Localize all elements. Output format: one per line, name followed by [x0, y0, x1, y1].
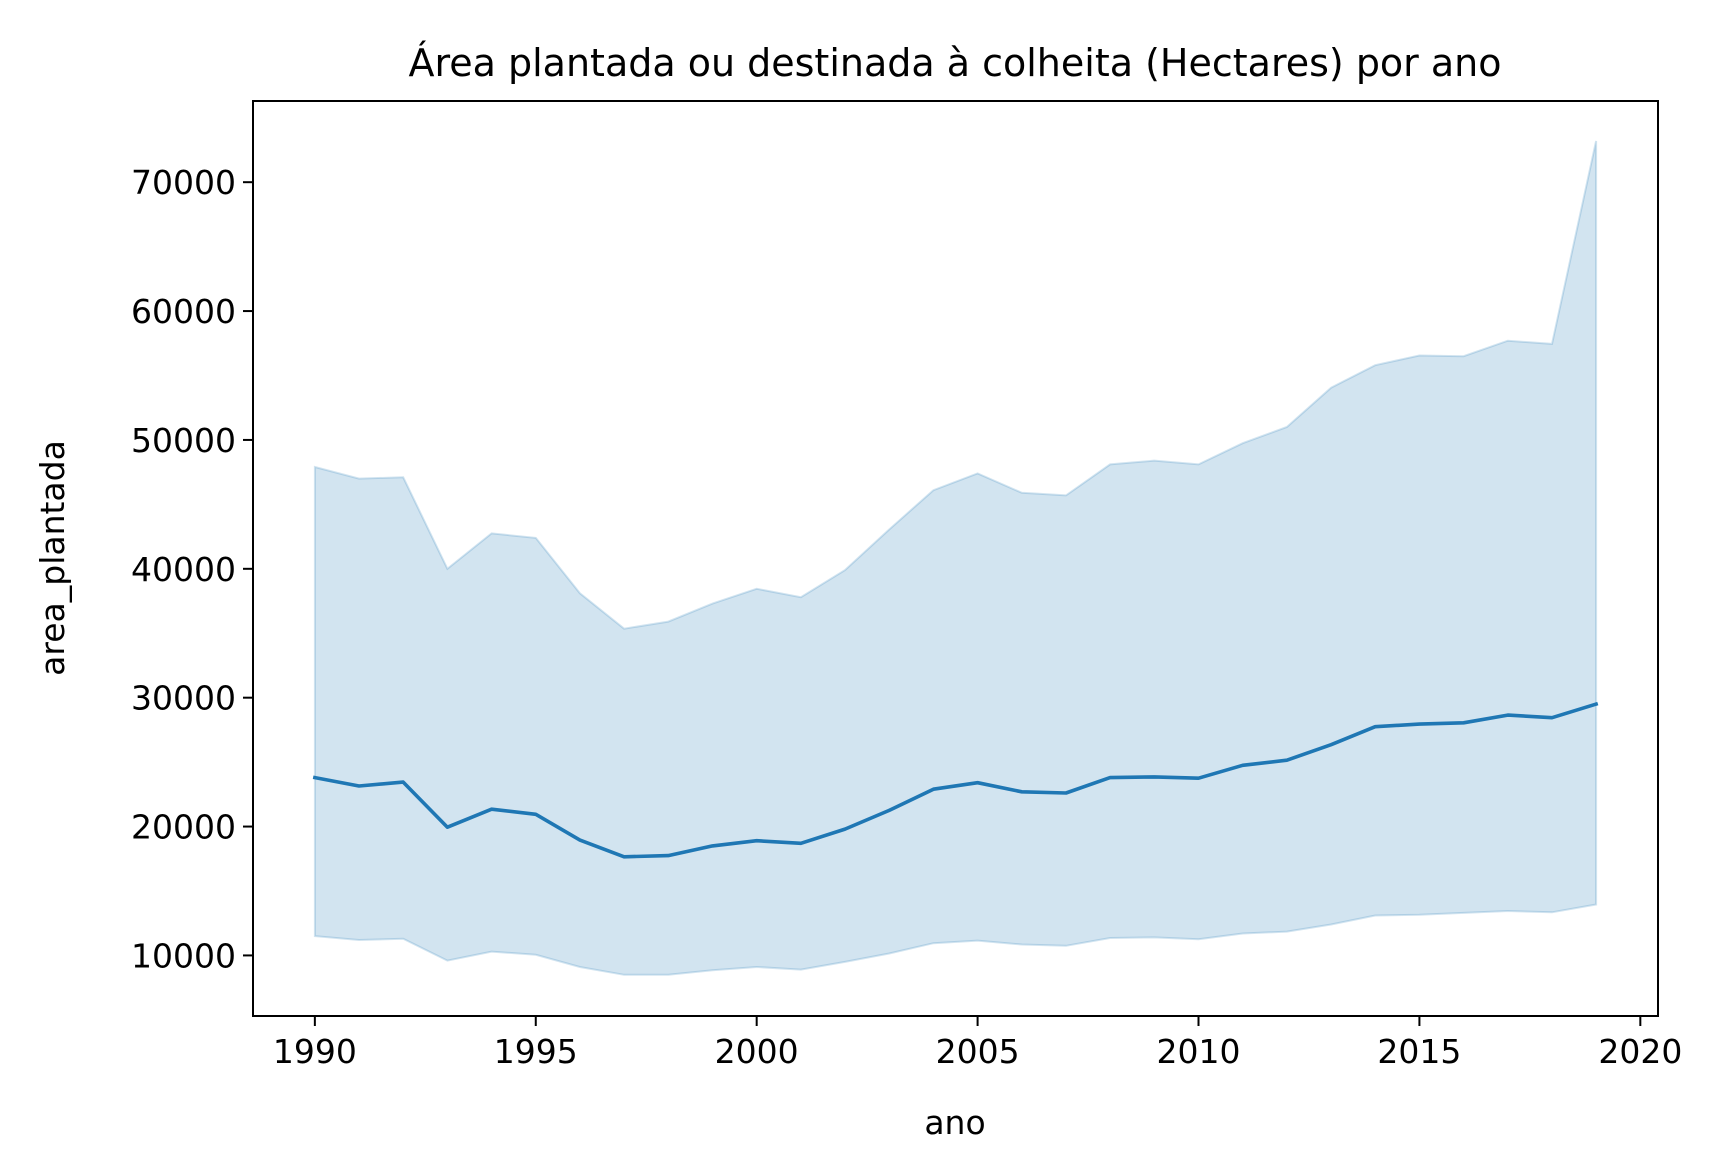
- y-axis-label: area_plantada: [33, 440, 72, 676]
- x-tick-label: 2005: [936, 1032, 1020, 1071]
- x-tick-label: 2020: [1598, 1032, 1682, 1071]
- y-tick-label: 30000: [131, 679, 236, 718]
- series-line-layer: [312, 701, 1599, 859]
- x-tick-label: 2015: [1377, 1032, 1461, 1071]
- x-axis-label: ano: [924, 1103, 985, 1142]
- y-tick-label: 40000: [131, 550, 236, 589]
- x-tick-label: 2000: [715, 1032, 799, 1071]
- series-line: [312, 701, 1599, 859]
- confidence-band: [313, 140, 1598, 976]
- x-tick-label: 1995: [494, 1032, 578, 1071]
- y-tick-label: 20000: [131, 808, 236, 847]
- confidence-band-layer: [313, 140, 1598, 976]
- x-axis-ticks: 1990 1995 2000 2005 2010 2015 2020: [273, 1016, 1682, 1071]
- y-tick-label: 60000: [131, 292, 236, 331]
- y-axis-ticks: 10000 20000 30000 40000 50000 60000 70000: [131, 163, 253, 975]
- x-tick-label: 1990: [273, 1032, 357, 1071]
- x-tick-label: 2010: [1157, 1032, 1241, 1071]
- plot-frame: [252, 100, 1659, 1017]
- chart-title: Área plantada ou destinada à colheita (H…: [408, 41, 1501, 85]
- y-tick-label: 10000: [131, 936, 236, 975]
- y-tick-label: 70000: [131, 163, 236, 202]
- y-tick-label: 50000: [131, 421, 236, 460]
